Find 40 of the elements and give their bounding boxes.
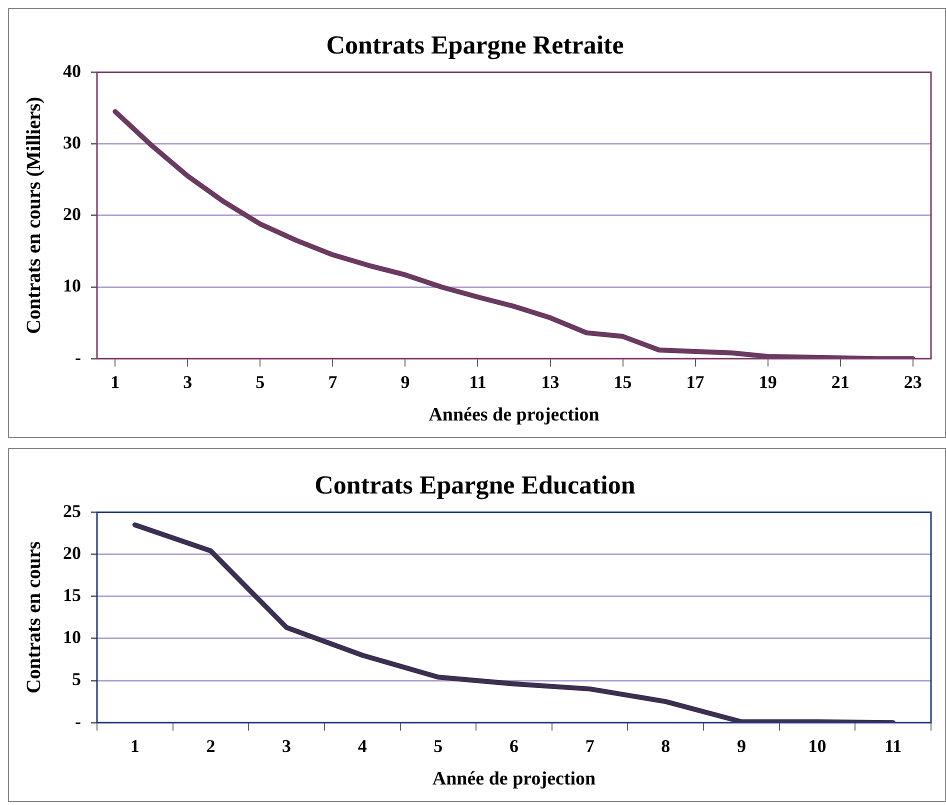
chart-title: Contrats Epargne Retraite (326, 30, 624, 60)
x-axis-title: Année de projection (432, 768, 596, 790)
y-tick-label: 20 (63, 542, 81, 563)
x-tick-label: 3 (282, 736, 292, 756)
x-tick-label: 10 (808, 736, 826, 756)
x-tick-label: 4 (358, 736, 367, 756)
x-tick-label: 21 (831, 372, 850, 392)
y-tick-label: 5 (72, 669, 81, 690)
x-tick-label: 8 (661, 736, 670, 756)
x-tick-label: 9 (400, 372, 410, 392)
y-tick-label: 10 (63, 627, 81, 648)
x-tick-label: 6 (510, 736, 518, 756)
x-tick-label: 15 (614, 372, 632, 392)
x-tick-label: 1 (130, 736, 140, 756)
x-tick-label: 17 (686, 372, 704, 392)
chart-title: Contrats Epargne Education (314, 470, 636, 500)
y-tick-label: 15 (63, 585, 81, 606)
y-tick-label: - (75, 711, 81, 732)
x-tick-label: 2 (206, 736, 216, 756)
x-tick-label: 1 (110, 372, 120, 392)
y-axis-title: Contrats en cours (Milliers) (23, 96, 46, 334)
x-axis-title: Années de projection (428, 404, 600, 426)
x-tick-label: 9 (736, 736, 746, 756)
x-tick-label: 7 (328, 372, 338, 392)
x-tick-label: 19 (758, 372, 777, 392)
y-axis-title: Contrats en cours (23, 541, 46, 694)
y-tick-label: 25 (63, 500, 81, 521)
y-tick-label: 10 (63, 276, 81, 296)
y-tick-label: 20 (63, 204, 81, 224)
y-tick-label: 30 (63, 132, 81, 152)
x-tick-label: 3 (183, 372, 192, 392)
x-tick-label: 5 (434, 736, 443, 756)
x-tick-label: 7 (585, 736, 594, 756)
x-tick-label: 5 (256, 372, 265, 392)
x-tick-label: 23 (904, 372, 922, 392)
x-tick-label: 11 (884, 736, 902, 756)
x-tick-label: 11 (469, 372, 486, 392)
y-tick-label: 40 (63, 60, 81, 81)
x-tick-label: 13 (541, 372, 560, 392)
y-tick-label: - (75, 347, 81, 368)
